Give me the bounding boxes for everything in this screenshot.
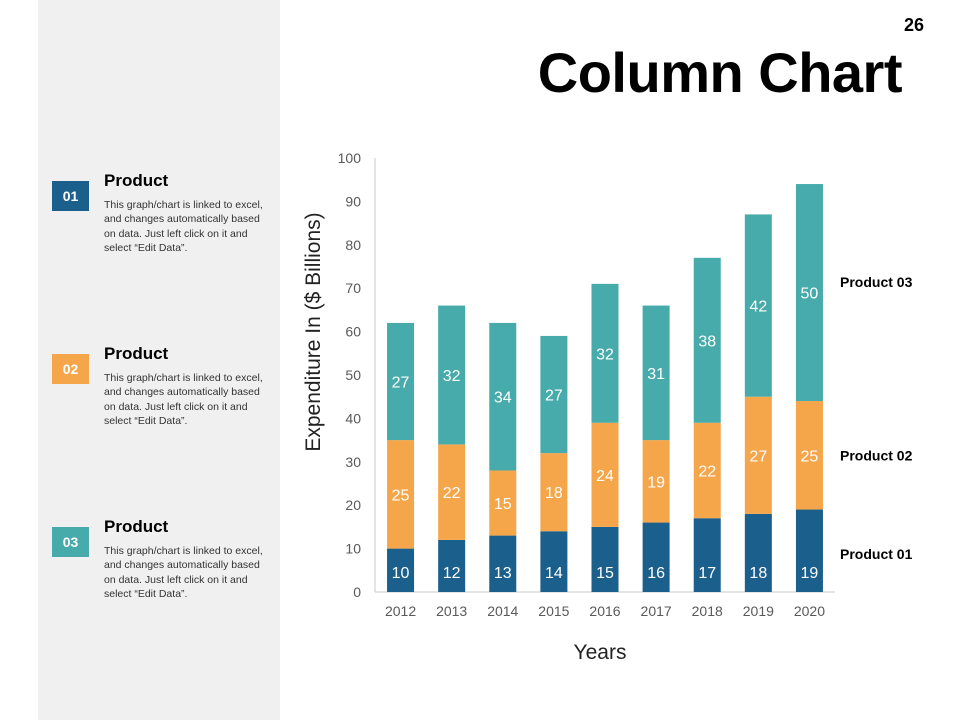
- data-label: 34: [494, 390, 512, 407]
- bar-segment: [795, 401, 823, 510]
- bar-segment: [591, 283, 619, 423]
- data-label: 22: [698, 463, 716, 480]
- y-tick-label: 20: [345, 497, 361, 513]
- data-label: 24: [596, 468, 614, 485]
- bar-segment: [540, 335, 568, 454]
- bar-segment: [693, 257, 721, 423]
- bar-segment: [540, 531, 568, 592]
- legend-label: Product 01: [840, 546, 913, 562]
- bar-segment: [795, 184, 823, 402]
- data-label: 27: [392, 375, 410, 392]
- data-label: 18: [749, 565, 767, 582]
- data-label: 38: [698, 333, 716, 350]
- bar-segment: [489, 322, 517, 471]
- bar-segment: [387, 322, 415, 441]
- data-label: 22: [443, 485, 461, 502]
- page-number: 26: [903, 15, 924, 35]
- data-label: 19: [647, 474, 665, 491]
- data-label: 13: [494, 565, 512, 582]
- x-tick-label: 2016: [589, 603, 620, 619]
- item-badge-01: 01: [52, 181, 89, 211]
- y-tick-label: 70: [345, 280, 361, 296]
- bar-segment: [693, 518, 721, 592]
- item-description: This graph/chart is linked to excel, and…: [104, 199, 263, 254]
- y-tick-label: 100: [338, 150, 362, 166]
- x-tick-label: 2014: [487, 603, 518, 619]
- item-heading: Product: [104, 171, 169, 190]
- bar-segment: [438, 305, 466, 445]
- data-label: 27: [749, 448, 767, 465]
- data-label: 27: [545, 388, 563, 405]
- bar-segment: [744, 513, 772, 592]
- bar-segment: [387, 440, 415, 549]
- item-description: This graph/chart is linked to excel, and…: [104, 372, 263, 427]
- item-badge-02: 02: [52, 354, 89, 384]
- data-label: 31: [647, 366, 665, 383]
- bar-segment: [591, 526, 619, 592]
- bar-segment: [693, 422, 721, 519]
- bar-segment: [642, 440, 670, 523]
- bar-segment: [540, 453, 568, 532]
- bar-segment: [489, 470, 517, 536]
- data-label: 19: [801, 565, 819, 582]
- data-label: 25: [801, 448, 819, 465]
- data-label: 15: [596, 565, 614, 582]
- data-label: 15: [494, 496, 512, 513]
- item-heading: Product: [104, 344, 169, 363]
- legend-label: Product 02: [840, 447, 913, 463]
- bar-segment: [795, 509, 823, 592]
- x-tick-label: 2012: [385, 603, 416, 619]
- y-tick-label: 0: [353, 584, 361, 600]
- legend-label: Product 03: [840, 274, 913, 290]
- x-tick-label: 2018: [692, 603, 723, 619]
- y-tick-label: 60: [345, 324, 361, 340]
- y-tick-label: 10: [345, 541, 361, 557]
- data-label: 10: [392, 565, 410, 582]
- x-tick-label: 2019: [743, 603, 774, 619]
- bar-segment: [744, 396, 772, 514]
- data-label: 32: [596, 346, 614, 363]
- x-tick-label: 2015: [538, 603, 569, 619]
- bar-segment: [387, 548, 415, 592]
- bar-segment: [642, 305, 670, 441]
- y-tick-label: 80: [345, 237, 361, 253]
- bar-segment: [489, 535, 517, 592]
- bar-segment: [744, 214, 772, 397]
- page-title: Column Chart: [537, 41, 903, 104]
- data-label: 32: [443, 368, 461, 385]
- bar-segment: [438, 444, 466, 540]
- data-label: 14: [545, 565, 563, 582]
- item-description: This graph/chart is linked to excel, and…: [104, 545, 263, 600]
- x-tick-label: 2017: [641, 603, 672, 619]
- y-axis-title: Expenditure In ($ Billions): [302, 212, 325, 451]
- x-tick-label: 2013: [436, 603, 467, 619]
- item-badge-03: 03: [52, 527, 89, 557]
- x-axis-title: Years: [574, 641, 627, 664]
- item-heading: Product: [104, 517, 169, 536]
- data-label: 16: [647, 565, 665, 582]
- data-label: 17: [698, 565, 716, 582]
- data-label: 50: [801, 286, 819, 303]
- bar-segment: [642, 522, 670, 592]
- bar-segment: [591, 422, 619, 527]
- y-tick-label: 50: [345, 367, 361, 383]
- data-label: 18: [545, 485, 563, 502]
- data-label: 25: [392, 487, 410, 504]
- y-tick-label: 90: [345, 193, 361, 209]
- x-tick-label: 2020: [794, 603, 825, 619]
- data-label: 12: [443, 565, 461, 582]
- bar-segment: [438, 539, 466, 592]
- y-tick-label: 40: [345, 410, 361, 426]
- data-label: 42: [749, 299, 767, 316]
- y-tick-label: 30: [345, 454, 361, 470]
